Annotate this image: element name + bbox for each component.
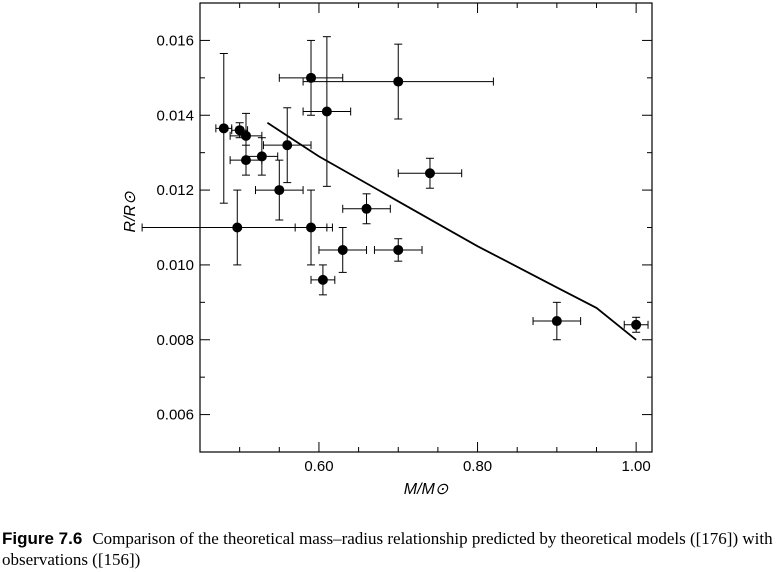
- observation: [532, 301, 582, 341]
- observation: [623, 316, 649, 333]
- observation: [262, 107, 312, 184]
- data-point: [232, 222, 243, 233]
- x-tick-labels: 0.60 0.80 1.00: [304, 458, 650, 475]
- data-point: [361, 203, 372, 214]
- figure-caption: Figure 7.6 Comparison of the theoretical …: [2, 528, 774, 570]
- theory-curve: [266, 121, 637, 341]
- y-tick-labels: 0.006 0.008 0.010 0.012 0.014 0.016: [156, 32, 194, 423]
- y-tick-label: 0.008: [156, 332, 194, 349]
- data-point: [306, 72, 317, 83]
- data-point: [306, 222, 317, 233]
- observation: [310, 264, 336, 296]
- data-point: [274, 185, 285, 196]
- observation: [318, 227, 368, 273]
- observation: [245, 137, 279, 176]
- y-axis-label: R/R⊙: [122, 191, 139, 233]
- data-point: [393, 76, 404, 87]
- data-point: [317, 274, 328, 285]
- figure-label: Figure 7.6: [2, 529, 83, 548]
- chart-svg: 0.60 0.80 1.00 0.0060.0080.0100.0120.0140.…: [122, 2, 653, 498]
- y-tick-label: 0.006: [156, 407, 194, 424]
- observation: [215, 53, 233, 204]
- observation: [342, 193, 391, 225]
- x-tick-label: 0.80: [463, 458, 492, 475]
- data-point: [256, 151, 267, 162]
- data-point: [631, 319, 642, 330]
- data-point: [424, 168, 435, 179]
- y-tick-label: 0.014: [156, 107, 194, 124]
- data-point: [551, 316, 562, 327]
- data-point: [337, 244, 348, 255]
- data-point: [321, 106, 332, 117]
- data-point: [282, 140, 293, 151]
- data-point: [393, 244, 404, 255]
- caption-text: Comparison of the theoretical mass–radiu…: [2, 529, 773, 569]
- data-point: [240, 130, 251, 141]
- observation: [302, 43, 494, 120]
- x-tick-label: 1.00: [622, 458, 651, 475]
- data-point: [218, 123, 229, 134]
- observation: [302, 36, 352, 187]
- observation: [278, 39, 344, 116]
- observation-points: [141, 36, 649, 341]
- y-tick-label: 0.012: [156, 182, 194, 199]
- observation: [397, 157, 463, 189]
- y-tick-label: 0.010: [156, 257, 194, 274]
- observation: [373, 238, 423, 262]
- x-tick-label: 0.60: [304, 458, 333, 475]
- observation: [255, 159, 304, 221]
- observation: [294, 189, 328, 266]
- y-tick-label: 0.016: [156, 32, 194, 49]
- x-axis-label: M/M⊙: [404, 481, 449, 498]
